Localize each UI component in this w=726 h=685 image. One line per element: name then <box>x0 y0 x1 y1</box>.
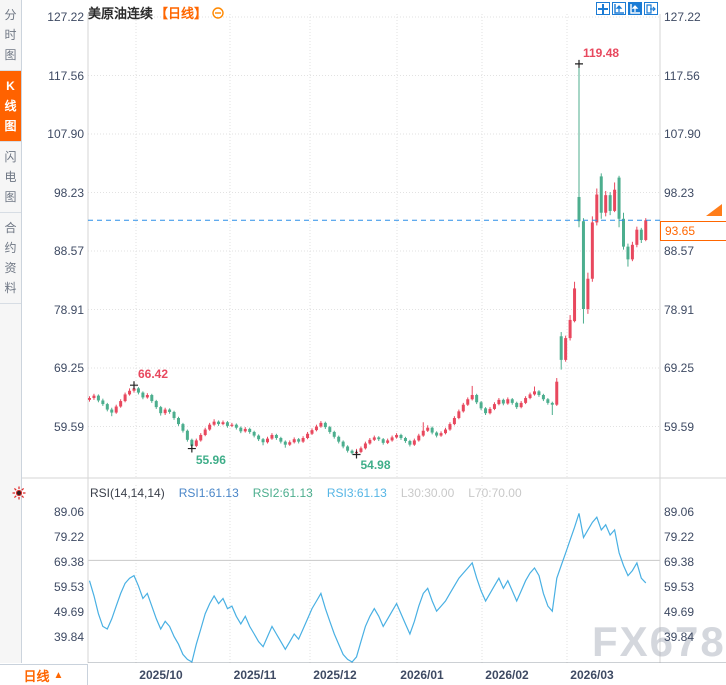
indicator-settings-icon[interactable] <box>12 486 26 505</box>
sidebar-tab-闪电图[interactable]: 闪电图 <box>0 142 21 213</box>
main-y-axis-label: 98.23 <box>664 185 695 200</box>
main-y-axis-label: 127.22 <box>664 10 701 24</box>
time-axis-bar <box>0 663 726 685</box>
main-y-axis-label: 107.90 <box>664 127 701 141</box>
axis-scale-filled-icon[interactable] <box>628 2 642 15</box>
rsi-y-axis-label: 79.22 <box>664 530 695 544</box>
main-y-axis-label: 98.23 <box>53 185 84 200</box>
x-axis-label: 2025/12 <box>313 668 357 682</box>
x-axis-label: 2026/03 <box>570 668 614 682</box>
sidebar-tab-分时图[interactable]: 分时图 <box>0 0 21 71</box>
plot-borders <box>0 14 726 667</box>
rsi-y-axis-label: 39.84 <box>53 630 84 644</box>
instrument-name: 美原油连续 <box>88 6 154 21</box>
chart-toolbar <box>596 2 658 15</box>
rsi-y-axis-label: 59.53 <box>664 580 695 594</box>
rsi2-value: RSI2:61.13 <box>252 486 313 500</box>
axis-scale-icon[interactable] <box>612 2 626 15</box>
main-y-axis-label: 107.90 <box>47 127 84 141</box>
main-y-axis-label: 88.57 <box>53 244 84 258</box>
main-y-axis-label: 88.57 <box>664 244 695 258</box>
main-y-axis-label: 117.56 <box>664 68 700 83</box>
main-y-axis-label: 127.22 <box>47 10 84 24</box>
rsi-y-axis-label: 79.22 <box>53 530 84 544</box>
rsi-y-axis-label: 49.69 <box>53 605 84 619</box>
x-axis-label: 2026/01 <box>400 668 444 682</box>
rsi-line <box>88 513 647 663</box>
main-y-axis-label: 78.91 <box>53 302 84 317</box>
price-extreme-annotation: 54.98 <box>360 458 391 473</box>
x-axis-label: 2025/10 <box>139 668 183 682</box>
chart-title-bar: 美原油连续 【日线】 <box>88 3 224 22</box>
exit-icon[interactable] <box>644 2 658 15</box>
rsi-y-axis-label: 69.38 <box>53 555 84 569</box>
candlestick-series <box>88 63 648 455</box>
price-arrow-marker <box>706 204 722 216</box>
main-y-axis-label: 69.25 <box>53 361 84 375</box>
rsi-l70-level: L70:70.00 <box>468 486 522 500</box>
main-y-axis-label: 117.56 <box>48 68 84 83</box>
x-axis-label: 2026/02 <box>485 668 529 682</box>
rsi-y-axis-label: 39.84 <box>664 630 695 644</box>
price-extreme-annotation: 55.96 <box>195 452 226 467</box>
rsi-params-label: RSI(14,14,14) <box>90 486 165 500</box>
extreme-markers <box>130 59 583 459</box>
main-y-axis-label: 78.91 <box>664 302 695 317</box>
price-extreme-annotation: 119.48 <box>583 45 620 60</box>
main-y-axis-label: 59.59 <box>53 419 84 434</box>
gridlines <box>88 14 660 663</box>
rsi1-value: RSI1:61.13 <box>178 486 239 500</box>
rsi-y-axis-label: 59.53 <box>53 580 84 594</box>
period-selector-label: 日线 <box>23 668 50 684</box>
rsi-indicator-header: RSI(14,14,14) RSI1:61.13 RSI2:61.13 RSI3… <box>90 486 522 500</box>
sidebar-tab-合约资料[interactable]: 合约资料 <box>0 213 21 304</box>
price-extreme-annotation: 66.42 <box>138 367 169 382</box>
period-tag: 【日线】 <box>155 6 208 21</box>
crosshair-tool-icon[interactable] <box>596 2 610 15</box>
main-y-axis-label: 69.25 <box>664 361 695 375</box>
collapse-circle-icon[interactable] <box>212 6 224 19</box>
current-price-label: 93.65 <box>660 221 726 241</box>
rsi-y-axis-label: 89.06 <box>664 505 695 519</box>
rsi-y-axis-label: 69.38 <box>664 555 695 569</box>
chevron-up-icon: ▲ <box>53 669 64 681</box>
rsi-l30-level: L30:30.00 <box>400 486 455 500</box>
rsi-y-axis-label: 49.69 <box>664 605 695 619</box>
rsi3-value: RSI3:61.13 <box>326 486 387 500</box>
period-selector[interactable]: 日线 ▲ <box>0 664 88 685</box>
main-y-axis-label: 59.59 <box>664 419 695 434</box>
rsi-y-axis-label: 89.06 <box>53 505 84 519</box>
x-axis-label: 2025/11 <box>233 668 277 682</box>
